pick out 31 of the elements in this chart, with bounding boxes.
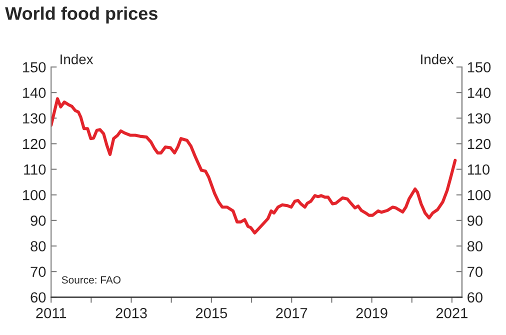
y-tick-label: 140 bbox=[23, 88, 46, 98]
y2-axis-title: Index bbox=[421, 54, 454, 64]
y2-tick-label: 110 bbox=[468, 164, 490, 175]
y-tick-label: 90 bbox=[30, 216, 46, 226]
y-tick-label: 60 bbox=[30, 292, 46, 303]
x-tick-label: 2021 bbox=[436, 308, 468, 318]
line-series bbox=[51, 97, 457, 234]
y-tick-label: 70 bbox=[30, 266, 46, 277]
y2-tick-label: 100 bbox=[468, 190, 491, 200]
y2-tick-label: 140 bbox=[468, 88, 491, 98]
y-tick-label: 100 bbox=[23, 190, 46, 200]
chart-title: World food prices bbox=[5, 6, 158, 24]
x-tick-label: 2015 bbox=[196, 308, 228, 318]
x-tick-label: 2017 bbox=[276, 308, 308, 318]
y2-tick-label: 130 bbox=[468, 113, 491, 124]
y-axis-title: Index bbox=[60, 54, 94, 64]
x-tick-label: 2011 bbox=[36, 308, 66, 318]
y-tick-label: 80 bbox=[30, 241, 46, 252]
y-tick-label: 110 bbox=[24, 164, 46, 175]
y2-tick-label: 80 bbox=[467, 241, 482, 252]
annotation: Source: FAO bbox=[62, 276, 121, 284]
y2-tick-label: 150 bbox=[468, 62, 491, 72]
y-tick-label: 150 bbox=[23, 62, 46, 72]
y2-tick-label: 120 bbox=[468, 138, 491, 150]
y-tick-label: 130 bbox=[23, 113, 46, 124]
y-tick-label: 120 bbox=[23, 138, 46, 150]
y2-tick-label: 60 bbox=[468, 292, 482, 303]
x-tick-label: 2019 bbox=[356, 308, 388, 318]
y2-tick-label: 70 bbox=[468, 266, 482, 277]
y2-tick-label: 90 bbox=[468, 216, 482, 226]
x-tick-label: 2013 bbox=[116, 308, 147, 318]
